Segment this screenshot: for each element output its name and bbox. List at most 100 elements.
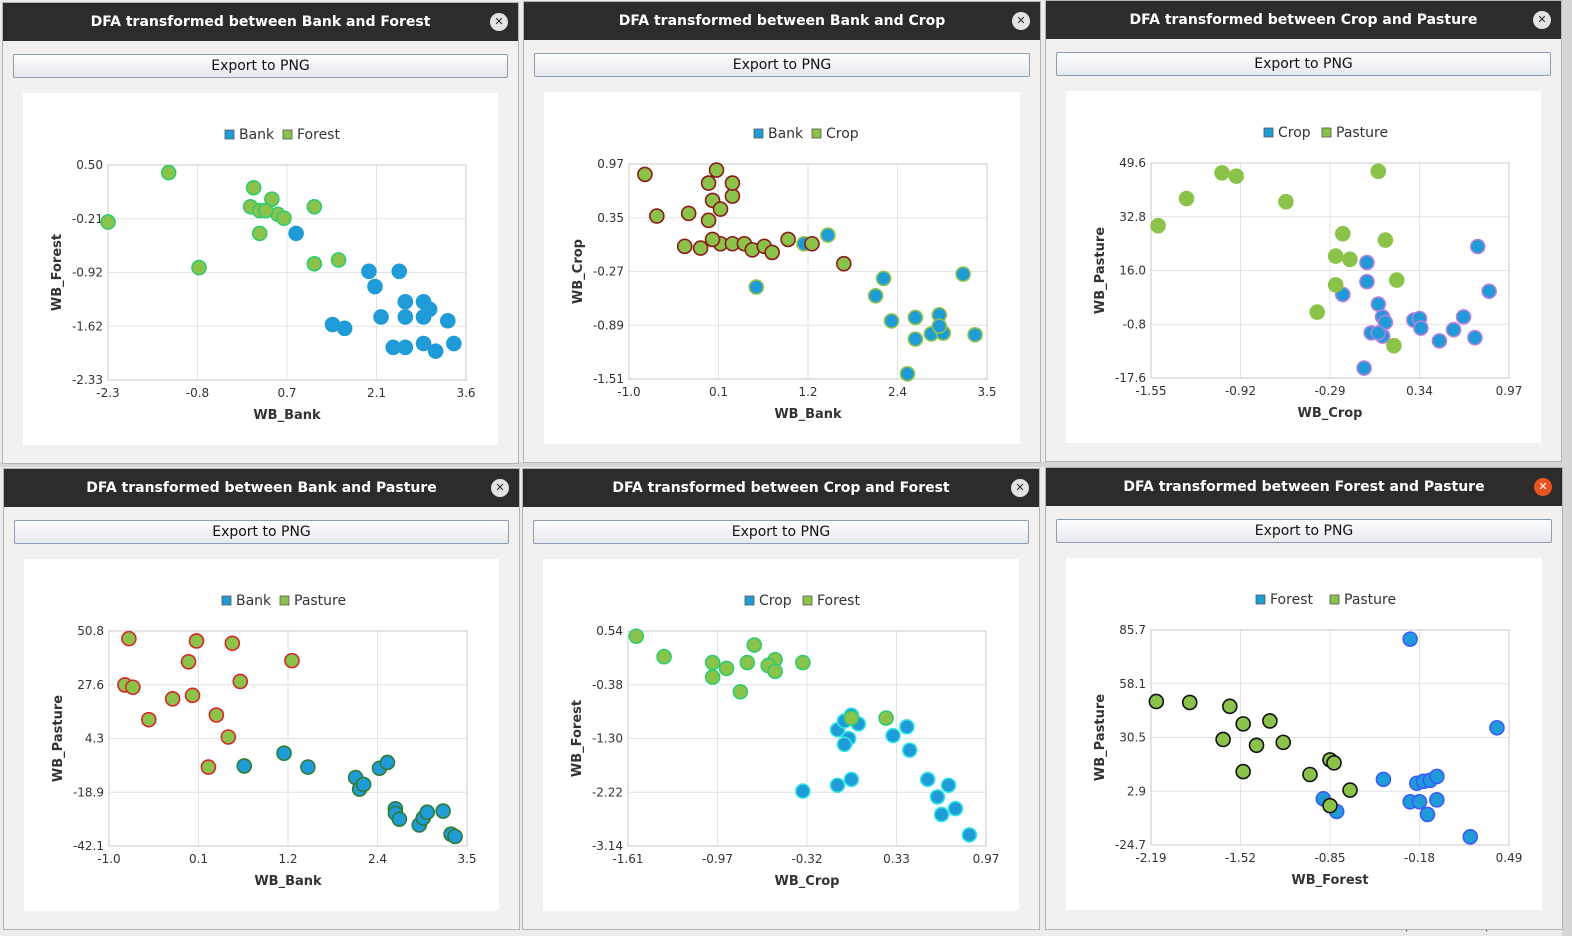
data-point-bank	[391, 263, 408, 280]
close-button[interactable]: ✕	[491, 479, 509, 497]
y-tick-label: -2.33	[72, 373, 103, 387]
y-tick-label: -1.51	[593, 372, 624, 386]
scatter-chart: -2.3 -0.8 0.7 2.1 3.6 0.50 -0.21 -0.92 -1.62 -2.3…	[50, 127, 476, 423]
data-point-crop	[919, 771, 936, 788]
close-button[interactable]: ✕	[1011, 479, 1029, 497]
window-titlebar[interactable]: DFA transformed between Bank and Forest …	[3, 3, 518, 41]
close-button[interactable]: ✕	[1012, 12, 1030, 30]
window-titlebar[interactable]: DFA transformed between Crop and Forest …	[523, 469, 1039, 507]
data-point-bank	[373, 309, 389, 325]
data-point-bank	[899, 365, 916, 382]
data-point-pasture	[1222, 698, 1238, 715]
data-point-crop	[1359, 254, 1375, 271]
chart-window-forest-pasture: DFA transformed between Forest and Pastu…	[1045, 467, 1563, 930]
chart-window-bank-forest: DFA transformed between Bank and Forest …	[2, 2, 519, 464]
scatter-chart: -1.0 0.1 1.2 2.4 3.5 0.97 0.35 -0.27 -0.89 -1.51 W…	[571, 126, 997, 422]
y-tick-label: -1.62	[72, 319, 103, 333]
y-tick-label: -2.22	[592, 785, 623, 799]
data-point-pasture	[224, 635, 241, 652]
x-tick-label: -0.29	[1314, 384, 1345, 398]
scatter-chart: -2.19 -1.52 -0.85 -0.18 0.49 85.7 58.1 30.5 2.9 -…	[1093, 592, 1522, 888]
window-titlebar[interactable]: DFA transformed between Crop and Pasture…	[1046, 1, 1561, 39]
export-png-button[interactable]: Export to PNG	[13, 54, 508, 78]
close-icon: ✕	[495, 481, 505, 494]
window-title: DFA transformed between Bank and Forest	[90, 14, 431, 30]
window-title: DFA transformed between Bank and Crop	[618, 13, 946, 29]
data-point-crop	[724, 188, 741, 204]
data-point-pasture	[1178, 190, 1195, 207]
data-point-bank	[967, 326, 983, 343]
y-tick-label: -0.27	[593, 265, 624, 279]
export-png-button[interactable]: Export to PNG	[14, 520, 509, 544]
data-point-forest	[160, 164, 177, 181]
window-titlebar[interactable]: DFA transformed between Forest and Pastu…	[1046, 468, 1562, 506]
export-png-button[interactable]: Export to PNG	[1056, 519, 1552, 543]
close-button[interactable]: ✕	[1534, 478, 1552, 496]
window-title: DFA transformed between Crop and Forest	[612, 480, 950, 496]
x-axis-title: WB_Bank	[253, 408, 321, 423]
data-point-bank	[931, 318, 948, 334]
x-tick-label: 3.5	[977, 385, 996, 399]
background-window-strip-mid	[0, 462, 1572, 467]
data-point-forest	[795, 654, 811, 671]
data-point-bank	[435, 803, 451, 819]
export-png-button[interactable]: Export to PNG	[1056, 52, 1551, 76]
data-point-pasture	[1386, 337, 1402, 354]
data-point-crop	[1356, 360, 1372, 376]
window-title: DFA transformed between Forest and Pastu…	[1123, 479, 1485, 495]
data-point-pasture	[184, 687, 201, 704]
data-point-bank	[875, 270, 892, 287]
y-tick-label: 30.5	[1119, 731, 1146, 745]
data-point-pasture	[1235, 716, 1251, 732]
legend-label-bank: Bank	[236, 593, 272, 609]
data-point-forest	[1411, 793, 1428, 810]
y-tick-label: 16.0	[1119, 264, 1146, 278]
legend-label-pasture: Pasture	[294, 593, 346, 609]
data-point-forest	[100, 214, 116, 230]
x-tick-label: -1.0	[97, 852, 120, 866]
y-tick-label: -0.92	[72, 266, 103, 280]
legend-label-forest: Forest	[1270, 592, 1313, 608]
x-axis-title: WB_Forest	[1291, 873, 1368, 888]
plot-frame	[107, 164, 467, 381]
export-png-button[interactable]: Export to PNG	[534, 53, 1030, 77]
data-point-crop	[1467, 329, 1483, 346]
close-icon: ✕	[1538, 480, 1548, 493]
data-point-forest	[1429, 768, 1445, 785]
close-button[interactable]: ✕	[1533, 11, 1551, 29]
data-point-forest	[1489, 719, 1505, 736]
y-tick-label: -0.21	[72, 212, 103, 226]
legend-swatch-pasture	[279, 595, 290, 606]
data-point-pasture	[1334, 225, 1351, 242]
x-tick-label: -0.8	[186, 386, 209, 400]
data-point-bank	[907, 331, 924, 347]
legend-label-forest: Forest	[297, 127, 340, 143]
data-point-bank	[276, 745, 292, 761]
export-png-button[interactable]: Export to PNG	[533, 520, 1029, 544]
data-point-pasture	[1235, 763, 1251, 780]
data-point-pasture	[1377, 232, 1394, 248]
scatter-chart: -1.0 0.1 1.2 2.4 3.5 50.8 27.6 4.3 -18.9 -42.1 WB_…	[51, 593, 477, 889]
y-tick-label: -0.89	[593, 318, 624, 332]
data-point-forest	[257, 202, 274, 219]
data-point-pasture	[140, 711, 157, 728]
data-point-bank	[446, 335, 462, 352]
data-point-bank	[415, 335, 432, 352]
y-tick-label: -0.8	[1123, 317, 1146, 331]
data-point-bank	[397, 293, 414, 310]
data-point-crop	[1481, 283, 1497, 300]
chart-window-bank-crop: DFA transformed between Bank and Crop ✕ …	[523, 1, 1041, 463]
window-titlebar[interactable]: DFA transformed between Bank and Crop ✕	[524, 2, 1040, 40]
data-point-pasture	[180, 653, 197, 670]
data-point-bank	[955, 266, 971, 282]
window-title: DFA transformed between Crop and Pasture	[1129, 12, 1478, 28]
close-button[interactable]: ✕	[490, 13, 508, 31]
data-point-pasture	[1181, 694, 1198, 711]
data-point-pasture	[1342, 251, 1358, 268]
legend-swatch-bank	[753, 128, 764, 139]
data-point-pasture	[1326, 755, 1342, 771]
window-titlebar[interactable]: DFA transformed between Bank and Pasture…	[4, 469, 519, 507]
close-icon: ✕	[1015, 481, 1025, 494]
y-tick-label: 0.50	[76, 158, 103, 172]
data-point-forest	[1375, 771, 1392, 788]
